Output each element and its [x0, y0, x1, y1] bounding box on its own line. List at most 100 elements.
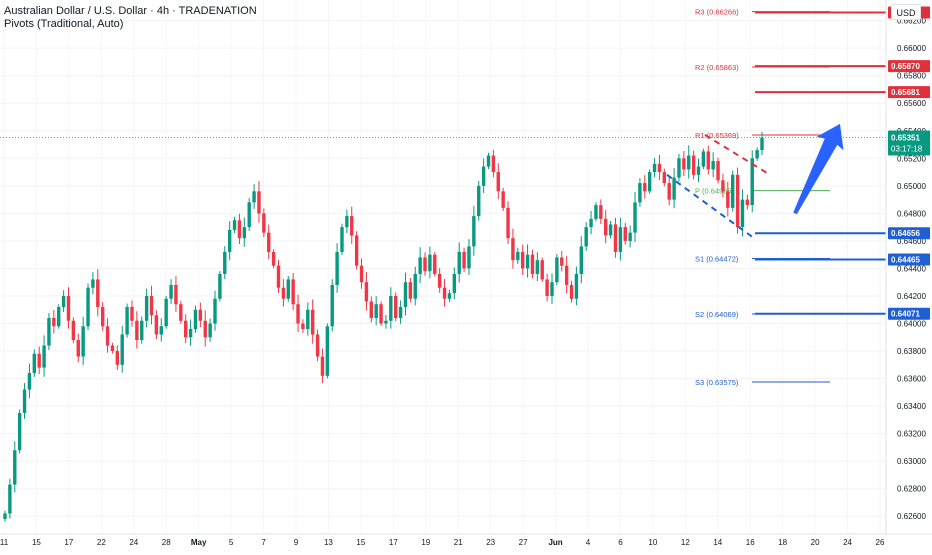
candle-body: [472, 216, 476, 247]
price-tick-label: 0.64800: [897, 209, 926, 218]
candle-body: [726, 191, 730, 208]
candle-body: [525, 254, 530, 269]
price-tick-label: 0.64200: [897, 292, 926, 301]
candle-body: [61, 295, 66, 307]
candle-body: [276, 265, 281, 288]
time-tick-label: 12: [681, 538, 690, 547]
candle-body: [730, 174, 735, 208]
candle-body: [237, 220, 242, 239]
time-tick-label: 11: [0, 538, 9, 547]
price-tick-label: 0.62800: [897, 485, 926, 494]
candle-body: [247, 202, 251, 228]
candle-body: [144, 295, 149, 321]
candle-body: [359, 265, 364, 283]
candle-body: [100, 306, 105, 327]
candle-body: [86, 287, 90, 327]
time-tick-label: 22: [97, 538, 106, 547]
candle-body: [701, 151, 706, 167]
candle-body: [555, 257, 559, 283]
time-tick-label: 20: [811, 538, 820, 547]
current-price-tag: [888, 130, 930, 156]
candle-body: [364, 282, 369, 302]
candle-body: [691, 155, 696, 175]
candle-body: [452, 273, 457, 294]
candle-body: [706, 151, 710, 170]
candle-body: [193, 309, 198, 330]
level-price-tag-label: 0.64071: [891, 310, 920, 319]
candle-body: [159, 326, 163, 335]
candle-body: [252, 191, 256, 203]
candle-body: [232, 220, 237, 230]
candle-body: [374, 304, 378, 318]
price-tick-label: 0.63200: [897, 430, 926, 439]
candle-body: [27, 373, 32, 390]
candle-body: [672, 177, 676, 200]
candle-body: [96, 279, 100, 307]
candle-body: [530, 254, 535, 274]
time-tick-label: 15: [356, 538, 365, 547]
candle-body: [560, 257, 564, 266]
candle-body: [281, 287, 286, 299]
candle-body: [164, 298, 168, 327]
candle-body: [564, 265, 569, 285]
candle-body: [457, 251, 461, 274]
currency-selector[interactable]: USD: [891, 4, 921, 20]
time-tick-label: 17: [64, 538, 73, 547]
candle-body: [486, 155, 491, 167]
candle-body: [462, 251, 466, 269]
candle-body: [511, 238, 515, 261]
candle-body: [613, 224, 618, 252]
candle-body: [267, 232, 271, 252]
chart-title: Australian Dollar / U.S. Dollar · 4h · T…: [4, 5, 257, 17]
candle-body: [501, 191, 505, 208]
price-tick-label: 0.64400: [897, 264, 926, 273]
price-tick-label: 0.63400: [897, 402, 926, 411]
candle-body: [408, 282, 413, 299]
candle-body: [140, 320, 144, 341]
annotations: [666, 123, 844, 239]
candle-body: [218, 273, 222, 299]
candle-body: [433, 254, 437, 274]
candle-body: [37, 353, 41, 368]
pivot-label: R3 (0.66266): [695, 8, 739, 17]
price-tick-label: 0.63800: [897, 347, 926, 356]
current-price-label: 0.65351: [891, 134, 920, 143]
candle-body: [188, 329, 193, 338]
candle-body: [320, 356, 325, 376]
candle-body: [403, 282, 408, 307]
time-tick-label: 26: [876, 538, 885, 547]
candle-body: [135, 320, 139, 341]
time-axis: 11 15 17 22 24 28 May 5 7 9 13 15 17 19 21 23 27 Jun 4 6 10 1…: [0, 533, 932, 547]
candle-body: [335, 251, 339, 285]
price-axis: 0.662000.660000.658000.656000.654000.652…: [885, 0, 932, 550]
candle-body: [398, 306, 403, 318]
candle-body: [22, 389, 27, 413]
candle-body: [428, 254, 432, 272]
candle-body: [481, 166, 486, 186]
time-tick-label: 7: [261, 538, 266, 547]
candle-body: [657, 163, 662, 173]
indicator-legend[interactable]: Pivots (Traditional, Auto): [4, 18, 124, 30]
candle-body: [42, 345, 46, 368]
time-tick-label: 15: [32, 538, 41, 547]
candle-body: [271, 251, 276, 266]
candle-body: [330, 284, 334, 327]
candle-body: [130, 306, 134, 321]
candle-body: [540, 260, 544, 280]
pivot-label: S1 (0.64472): [695, 255, 739, 264]
candle-body: [315, 334, 320, 357]
candle-body: [550, 282, 554, 296]
candle-body: [13, 450, 17, 485]
price-tick-label: 0.64000: [897, 320, 926, 329]
candle-body: [198, 309, 203, 321]
candle-body: [750, 158, 754, 206]
candle-body: [110, 345, 115, 352]
candle-body: [354, 235, 359, 266]
time-tick-label: 27: [519, 538, 528, 547]
candle-body: [149, 295, 154, 316]
candle-body: [286, 279, 290, 299]
time-tick-label: 6: [618, 538, 623, 547]
bar-countdown-label: 03:17:18: [891, 145, 923, 154]
